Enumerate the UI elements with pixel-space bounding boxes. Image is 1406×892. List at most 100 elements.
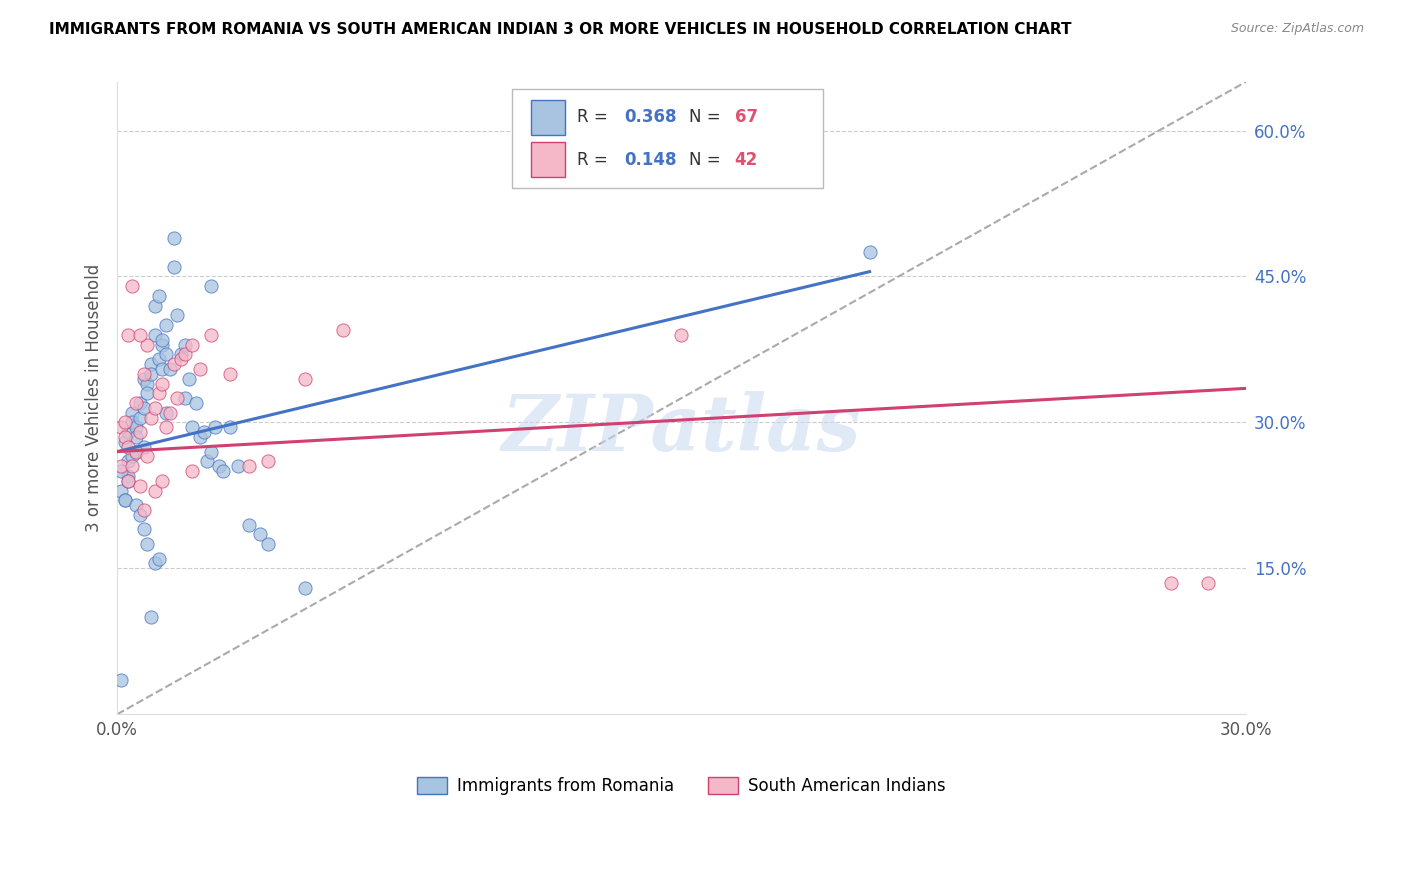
Point [139, 610, 162, 624]
Point [125, 420, 148, 434]
Point [226, 459, 249, 474]
Point [174, 337, 197, 351]
Point [114, 493, 136, 508]
Point [150, 362, 173, 376]
Point [256, 537, 278, 551]
Point [136, 450, 159, 464]
Point [174, 391, 197, 405]
Point [132, 401, 155, 415]
Point [188, 362, 211, 376]
Text: ZIPatlas: ZIPatlas [502, 392, 862, 468]
Text: N =: N = [689, 109, 727, 127]
Point [148, 386, 170, 401]
Point [128, 410, 150, 425]
Point [181, 337, 204, 351]
Point [125, 444, 148, 458]
Point [155, 406, 177, 420]
Point [132, 440, 155, 454]
Point [128, 478, 150, 492]
Point [128, 327, 150, 342]
Point [166, 391, 188, 405]
Point [150, 474, 173, 488]
Point [139, 357, 162, 371]
Point [117, 474, 139, 488]
Point [148, 289, 170, 303]
Point [114, 493, 136, 508]
Point [155, 347, 177, 361]
Point [143, 327, 166, 342]
Point [219, 367, 242, 381]
Point [858, 245, 880, 260]
Point [186, 396, 208, 410]
Point [114, 416, 136, 430]
Point [193, 425, 215, 439]
Point [197, 454, 219, 468]
Point [238, 459, 260, 474]
Point [110, 420, 132, 434]
Text: 0.148: 0.148 [624, 151, 676, 169]
Point [132, 523, 155, 537]
Point [249, 527, 271, 541]
Point [150, 376, 173, 391]
Text: IMMIGRANTS FROM ROMANIA VS SOUTH AMERICAN INDIAN 3 OR MORE VEHICLES IN HOUSEHOLD: IMMIGRANTS FROM ROMANIA VS SOUTH AMERICA… [49, 22, 1071, 37]
Point [181, 464, 204, 478]
Point [143, 299, 166, 313]
Point [204, 420, 226, 434]
Point [132, 371, 155, 385]
Point [148, 352, 170, 367]
Point [181, 420, 204, 434]
Point [117, 469, 139, 483]
Point [671, 327, 693, 342]
Point [117, 425, 139, 439]
Point [143, 401, 166, 415]
Point [332, 323, 354, 337]
Point [159, 406, 181, 420]
Point [110, 464, 132, 478]
Point [136, 386, 159, 401]
Point [136, 337, 159, 351]
Point [128, 396, 150, 410]
Point [208, 459, 231, 474]
Point [121, 416, 143, 430]
FancyBboxPatch shape [531, 100, 565, 135]
Text: R =: R = [576, 151, 613, 169]
Point [136, 537, 159, 551]
Point [125, 396, 148, 410]
Point [117, 440, 139, 454]
Point [125, 430, 148, 444]
Point [211, 464, 233, 478]
Text: R =: R = [576, 109, 613, 127]
Point [125, 444, 148, 458]
Point [170, 352, 193, 367]
Point [238, 517, 260, 532]
Point [117, 454, 139, 468]
Point [177, 371, 200, 385]
Point [155, 420, 177, 434]
Point [114, 430, 136, 444]
Point [139, 367, 162, 381]
Point [162, 357, 184, 371]
Point [121, 450, 143, 464]
Point [110, 673, 132, 688]
Point [117, 327, 139, 342]
Point [150, 337, 173, 351]
FancyBboxPatch shape [512, 89, 823, 187]
Point [162, 230, 184, 244]
Point [136, 376, 159, 391]
Point [114, 434, 136, 449]
Point [200, 279, 222, 293]
Point [155, 318, 177, 332]
Point [188, 430, 211, 444]
Point [117, 474, 139, 488]
Point [200, 444, 222, 458]
Point [159, 362, 181, 376]
Legend: Immigrants from Romania, South American Indians: Immigrants from Romania, South American … [411, 770, 952, 802]
Point [170, 347, 193, 361]
Y-axis label: 3 or more Vehicles in Household: 3 or more Vehicles in Household [86, 264, 103, 533]
Point [1197, 576, 1219, 591]
Point [143, 483, 166, 498]
Point [110, 459, 132, 474]
Point [132, 503, 155, 517]
Point [166, 309, 188, 323]
Point [294, 581, 316, 595]
